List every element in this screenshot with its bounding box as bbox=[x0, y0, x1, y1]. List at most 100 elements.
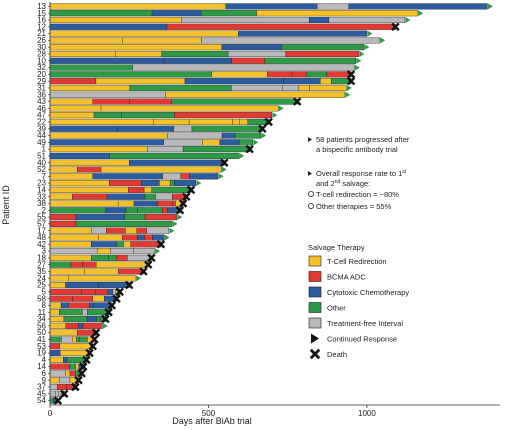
y-tick-label: 47 bbox=[37, 111, 46, 120]
bar-segment-patient-2 bbox=[105, 207, 127, 214]
bar-segment-patient-46 bbox=[49, 105, 102, 112]
y-tick-label: 24 bbox=[37, 274, 46, 283]
legend-item: Other bbox=[308, 302, 346, 313]
bar-segment-patient-56 bbox=[78, 322, 84, 329]
death-marker bbox=[175, 206, 185, 215]
bar-segment-patient-22 bbox=[232, 118, 240, 125]
bar-segment-patient-12 bbox=[49, 23, 168, 30]
bar-segment-patient-48 bbox=[137, 234, 145, 241]
death-marker bbox=[79, 362, 88, 371]
bar-segment-patient-44 bbox=[167, 132, 223, 139]
bar-segment-patient-53 bbox=[49, 343, 60, 350]
bar-segment-patient-32 bbox=[49, 64, 133, 71]
bar-segment-patient-2 bbox=[49, 207, 106, 214]
bar-segment-patient-28 bbox=[49, 50, 116, 58]
y-tick-label: 16 bbox=[37, 16, 46, 25]
bar-segment-patient-3 bbox=[133, 248, 155, 255]
bars-layer bbox=[49, 3, 488, 404]
death-marker bbox=[139, 267, 148, 276]
y-tick-label: 2 bbox=[42, 206, 47, 215]
bar-segment-patient-3 bbox=[97, 248, 111, 255]
bar-segment-patient-8 bbox=[49, 302, 62, 309]
bar-segment-patient-34 bbox=[49, 316, 65, 323]
death-marker bbox=[391, 22, 400, 32]
bar-segment-patient-38 bbox=[157, 200, 173, 207]
bar-segment-patient-58 bbox=[72, 295, 93, 302]
bar-segment-patient-1 bbox=[147, 146, 184, 153]
bar-segment-patient-48 bbox=[49, 234, 99, 241]
bar-segment-patient-50 bbox=[49, 329, 78, 336]
note-2-sup-2: nd bbox=[335, 179, 341, 185]
bar-segment-patient-20 bbox=[306, 71, 328, 78]
bar-segment-patient-15 bbox=[151, 10, 202, 17]
legend-item: Cytotoxic Chemotherapy bbox=[308, 286, 409, 298]
bar-segment-patient-16 bbox=[181, 16, 310, 24]
bar-segment-patient-20 bbox=[211, 71, 268, 78]
continued-response-marker bbox=[218, 173, 224, 180]
bar-segment-patient-26 bbox=[49, 37, 123, 44]
bar-segment-patient-48 bbox=[152, 234, 165, 241]
x-axis-title: Days after BiAb trial bbox=[172, 416, 252, 426]
legend-swatch bbox=[308, 302, 322, 313]
bar-segment-patient-42 bbox=[116, 241, 124, 248]
y-tick-label: 11 bbox=[38, 308, 47, 317]
continued-response-marker bbox=[354, 64, 360, 71]
note-2-text-a: Overall response rate to 1 bbox=[316, 169, 402, 178]
y-tick-label: 51 bbox=[37, 152, 46, 161]
y-tick-label: 52 bbox=[37, 165, 46, 174]
bar-segment-patient-31 bbox=[129, 84, 232, 91]
bar-segment-patient-1 bbox=[182, 146, 250, 153]
continued-response-marker bbox=[345, 91, 351, 98]
bar-segment-patient-5 bbox=[107, 288, 113, 295]
y-tick-label: 10 bbox=[37, 56, 46, 65]
death-marker bbox=[147, 253, 156, 263]
y-tick-label: 43 bbox=[37, 97, 46, 106]
y-tick-label: 55 bbox=[37, 213, 46, 222]
bar-segment-patient-35 bbox=[49, 268, 86, 275]
bar-segment-patient-55 bbox=[124, 214, 146, 221]
bar-segment-patient-42 bbox=[49, 241, 92, 248]
bar-segment-patient-10 bbox=[49, 57, 165, 64]
death-marker bbox=[53, 396, 63, 405]
y-tick-label: 41 bbox=[37, 335, 46, 344]
y-tick-label: 45 bbox=[37, 389, 46, 398]
continued-response-marker bbox=[418, 10, 424, 17]
y-tick-label: 23 bbox=[37, 179, 46, 188]
bar-segment-patient-58 bbox=[49, 295, 73, 302]
bar-segment-patient-19 bbox=[49, 349, 61, 357]
legend: Salvage Therapy T-Cell Redirection BCMA A… bbox=[308, 243, 409, 360]
bar-segment-patient-11 bbox=[59, 309, 83, 316]
bar-segment-patient-46 bbox=[100, 105, 279, 112]
bar-segment-patient-40 bbox=[49, 159, 130, 166]
bar-segment-patient-3 bbox=[110, 248, 134, 255]
death-marker bbox=[60, 389, 69, 399]
legend-label: BCMA ADC bbox=[327, 273, 366, 282]
y-tick-label: 7 bbox=[42, 172, 47, 181]
bar-segment-patient-38 bbox=[172, 200, 176, 207]
y-tick-label: 40 bbox=[37, 158, 46, 167]
bar-segment-patient-7 bbox=[180, 173, 190, 180]
bar-segment-patient-38 bbox=[117, 200, 135, 207]
bar-segment-patient-12 bbox=[166, 23, 396, 30]
note-2-text-c: salvage: bbox=[342, 179, 370, 188]
continued-response-marker bbox=[239, 152, 245, 159]
bar-segment-patient-31 bbox=[298, 84, 310, 91]
bar-segment-patient-13 bbox=[49, 3, 227, 10]
legend-label: Other bbox=[327, 304, 346, 313]
bar-segment-patient-5 bbox=[112, 288, 117, 295]
y-tick-label: 20 bbox=[37, 70, 46, 79]
legend-item: Treatment-free Interval bbox=[308, 317, 403, 329]
bar-segment-patient-14 bbox=[49, 186, 129, 193]
y-tick-label: 17 bbox=[37, 226, 46, 235]
bar-segment-patient-16 bbox=[328, 16, 406, 24]
bar-segment-patient-6 bbox=[65, 370, 71, 377]
y-tick-label: 39 bbox=[37, 124, 46, 133]
y-tick-label: 35 bbox=[37, 267, 46, 276]
y-tick-label: 46 bbox=[37, 104, 46, 113]
death-marker bbox=[115, 287, 124, 297]
y-tick-label: 12 bbox=[37, 22, 46, 31]
bar-segment-patient-42 bbox=[130, 241, 162, 248]
death-marker bbox=[91, 328, 101, 337]
y-tick-label: 32 bbox=[37, 63, 46, 72]
bar-segment-patient-18 bbox=[108, 254, 117, 261]
